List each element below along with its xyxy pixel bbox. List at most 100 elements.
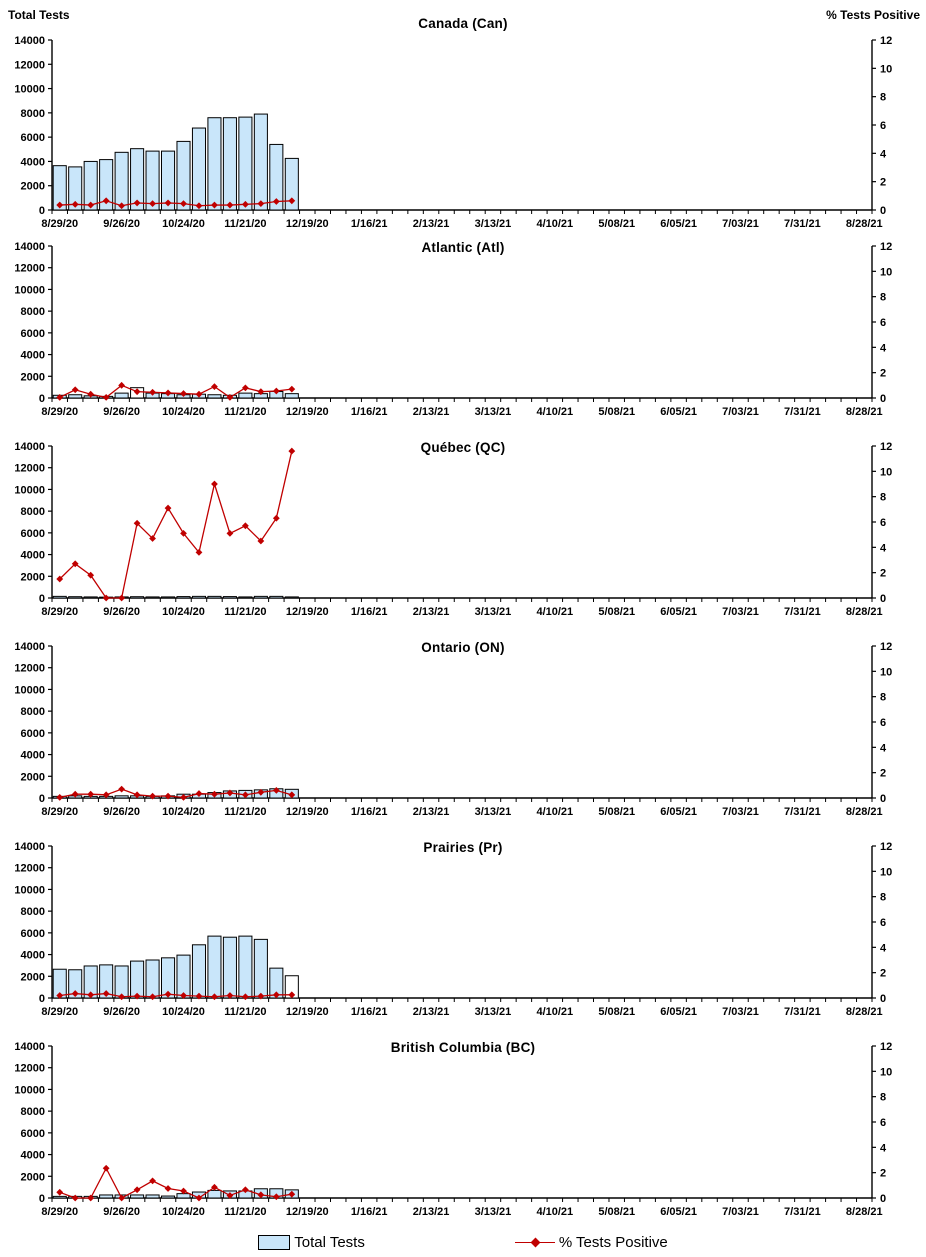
- svg-text:6: 6: [880, 317, 886, 329]
- line-diamond-swatch-icon: [514, 1241, 555, 1243]
- svg-text:7/03/21: 7/03/21: [722, 1006, 759, 1018]
- svg-text:4: 4: [880, 942, 887, 954]
- svg-text:2: 2: [880, 1168, 886, 1180]
- svg-text:8/29/20: 8/29/20: [41, 606, 78, 618]
- svg-text:10/24/20: 10/24/20: [162, 218, 205, 230]
- svg-text:4000: 4000: [21, 156, 45, 168]
- svg-text:8: 8: [880, 692, 886, 704]
- svg-text:0: 0: [39, 205, 45, 217]
- svg-text:8000: 8000: [21, 306, 45, 318]
- svg-text:14000: 14000: [14, 441, 45, 453]
- svg-text:12: 12: [880, 241, 892, 253]
- bar-swatch-icon: [258, 1234, 291, 1250]
- svg-text:11/21/20: 11/21/20: [224, 406, 266, 418]
- svg-text:0: 0: [39, 993, 45, 1005]
- svg-text:6: 6: [880, 517, 886, 529]
- svg-text:10: 10: [880, 866, 892, 878]
- svg-text:6: 6: [880, 1117, 886, 1129]
- svg-text:12000: 12000: [14, 463, 45, 475]
- svg-text:8: 8: [880, 492, 886, 504]
- svg-text:4000: 4000: [21, 1150, 45, 1162]
- svg-text:8000: 8000: [21, 906, 45, 918]
- svg-text:7/03/21: 7/03/21: [722, 606, 759, 618]
- svg-text:8/29/20: 8/29/20: [41, 218, 78, 230]
- prairies-chart: 0 2000 4000 6000 8000 10000 12000 14000 0 2 4 6 8 10 1…: [14, 841, 892, 1018]
- svg-text:12/19/20: 12/19/20: [286, 606, 329, 618]
- svg-text:10000: 10000: [14, 484, 45, 496]
- svg-text:0: 0: [39, 793, 45, 805]
- svg-text:5/08/21: 5/08/21: [598, 806, 635, 818]
- svg-text:4: 4: [880, 148, 887, 160]
- svg-text:10000: 10000: [14, 684, 45, 696]
- svg-text:10000: 10000: [14, 284, 45, 296]
- svg-text:0: 0: [39, 393, 45, 405]
- panel-title-atlantic: Atlantic (Atl): [421, 240, 505, 255]
- svg-text:10: 10: [880, 666, 892, 678]
- svg-text:9/26/20: 9/26/20: [103, 218, 140, 230]
- svg-text:8/28/21: 8/28/21: [846, 1206, 883, 1218]
- svg-text:8/28/21: 8/28/21: [846, 218, 883, 230]
- svg-text:11/21/20: 11/21/20: [224, 806, 266, 818]
- svg-text:8/29/20: 8/29/20: [41, 806, 78, 818]
- svg-text:6/05/21: 6/05/21: [660, 406, 697, 418]
- svg-text:3/13/21: 3/13/21: [475, 218, 512, 230]
- svg-text:10/24/20: 10/24/20: [162, 1006, 205, 1018]
- svg-text:10000: 10000: [14, 884, 45, 896]
- svg-text:1/16/21: 1/16/21: [351, 806, 388, 818]
- svg-text:12: 12: [880, 841, 892, 853]
- svg-text:4000: 4000: [21, 550, 45, 562]
- svg-text:2/13/21: 2/13/21: [413, 406, 450, 418]
- svg-text:8/28/21: 8/28/21: [846, 606, 883, 618]
- svg-text:8/29/20: 8/29/20: [41, 1206, 78, 1218]
- svg-text:12000: 12000: [14, 59, 45, 71]
- svg-text:8000: 8000: [21, 706, 45, 718]
- svg-text:2000: 2000: [21, 181, 45, 193]
- svg-text:7/03/21: 7/03/21: [722, 806, 759, 818]
- panel-title-canada: Canada (Can): [418, 16, 508, 31]
- svg-text:2: 2: [880, 177, 886, 189]
- svg-text:7/31/21: 7/31/21: [784, 606, 821, 618]
- svg-text:12/19/20: 12/19/20: [286, 806, 329, 818]
- svg-text:4/10/21: 4/10/21: [536, 406, 573, 418]
- svg-text:5/08/21: 5/08/21: [598, 218, 635, 230]
- legend-line-label: % Tests Positive: [558, 1233, 668, 1251]
- svg-text:4: 4: [880, 342, 887, 354]
- svg-text:9/26/20: 9/26/20: [103, 406, 140, 418]
- svg-text:12/19/20: 12/19/20: [286, 406, 329, 418]
- svg-text:10000: 10000: [14, 1084, 45, 1096]
- svg-text:2: 2: [880, 768, 886, 780]
- svg-text:5/08/21: 5/08/21: [598, 406, 635, 418]
- svg-text:8/29/20: 8/29/20: [41, 1006, 78, 1018]
- panel-british-columbia: British Columbia (BC) 0 2000 4000 6000 8000 1…: [0, 1032, 926, 1227]
- svg-text:4: 4: [880, 742, 887, 754]
- panel-title-ontario: Ontario (ON): [421, 640, 505, 655]
- svg-text:3/13/21: 3/13/21: [475, 806, 512, 818]
- svg-text:11/21/20: 11/21/20: [224, 1006, 266, 1018]
- quebec-chart: 0 2000 4000 6000 8000 10000 12000 14000 0 2 4 6 8 10 1…: [14, 441, 892, 618]
- panel-atlantic: Atlantic (Atl) 0 2000 4000 6000 8000 10000 120…: [0, 232, 926, 432]
- panel-ontario: Ontario (ON) 0 2000 4000 6000 8000 10000 12000…: [0, 632, 926, 832]
- svg-text:2/13/21: 2/13/21: [413, 1206, 450, 1218]
- svg-text:4/10/21: 4/10/21: [536, 806, 573, 818]
- panel-title-prairies: Prairies (Pr): [423, 840, 503, 855]
- svg-text:2/13/21: 2/13/21: [413, 806, 450, 818]
- svg-text:10: 10: [880, 63, 892, 75]
- svg-text:8000: 8000: [21, 108, 45, 120]
- svg-text:12000: 12000: [14, 863, 45, 875]
- panel-canada: Total Tests % Tests Positive Canada (Can…: [0, 0, 926, 232]
- svg-text:4/10/21: 4/10/21: [536, 606, 573, 618]
- svg-text:2: 2: [880, 368, 886, 380]
- svg-text:2000: 2000: [21, 1171, 45, 1183]
- svg-text:5/08/21: 5/08/21: [598, 1006, 635, 1018]
- svg-text:8/29/20: 8/29/20: [41, 406, 78, 418]
- svg-text:6000: 6000: [21, 328, 45, 340]
- svg-text:8000: 8000: [21, 1106, 45, 1118]
- svg-text:8/28/21: 8/28/21: [846, 1006, 883, 1018]
- svg-text:8: 8: [880, 892, 886, 904]
- svg-text:6000: 6000: [21, 728, 45, 740]
- svg-text:1/16/21: 1/16/21: [351, 606, 388, 618]
- svg-text:7/31/21: 7/31/21: [784, 406, 821, 418]
- svg-text:8: 8: [880, 292, 886, 304]
- svg-text:12000: 12000: [14, 663, 45, 675]
